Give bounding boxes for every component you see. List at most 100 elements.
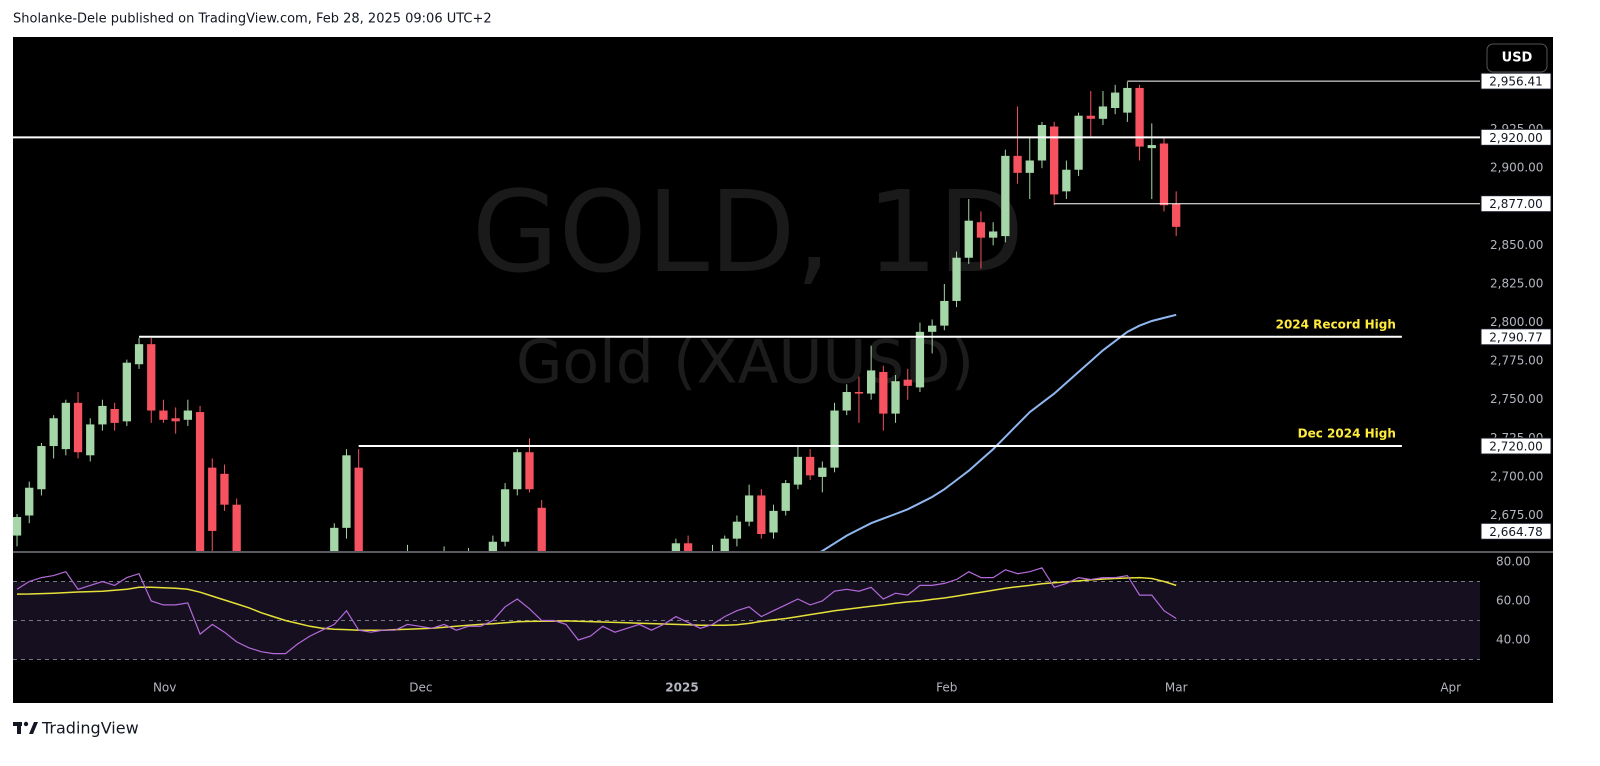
level-price-box [1480,522,1552,540]
level-price-label: 2,956.41 [1489,75,1542,89]
candle-body [1098,106,1108,119]
candle-body [537,507,546,551]
candle-body [903,379,912,386]
candle-body [525,452,534,490]
candle-body [989,231,998,238]
candle-body [147,344,156,411]
x-tick-label: Nov [153,681,176,695]
candle-body [879,371,888,414]
candle-body [1074,115,1083,170]
level-price-box [1480,328,1552,346]
y-tick-label: 2,750.00 [1490,392,1543,406]
candle-body [98,405,107,425]
candle-body [110,408,119,423]
rsi-tick-label: 40.00 [1496,632,1530,646]
rsi-line [16,567,1177,655]
logo [13,721,38,734]
candle-body [159,410,168,420]
watermark-title: GOLD, 1D [472,168,1024,298]
candle-body [122,362,131,422]
watermark-subtitle: Gold (XAUUSD) [516,328,974,398]
level-price-label: 2,720.00 [1489,440,1542,454]
rsi-ma-line [16,576,1177,631]
logo-part [17,722,21,734]
candle-body [183,410,192,420]
candle-body [842,392,851,411]
candle-body [940,300,949,326]
level-price-label: 2,920.00 [1489,131,1542,145]
candle-body [171,418,180,422]
candle-body [195,412,205,551]
candle-body [818,467,827,477]
currency-button[interactable] [1486,43,1548,73]
candle-body [769,510,778,533]
y-tick-label: 2,775.00 [1490,354,1543,368]
candle-body [220,473,229,505]
candle-body [720,538,729,551]
publish-info: Sholanke-Dele published on TradingView.c… [13,12,492,27]
candle-body [208,467,217,531]
y-tick-label: 2,850.00 [1490,238,1543,252]
candle-body [671,543,681,551]
candle-body [1147,145,1156,149]
candle-body [500,489,510,542]
level-price-label: 2,877.00 [1489,197,1542,211]
candle-body [354,467,363,551]
y-tick-label: 2,800.00 [1490,315,1543,329]
candle-body [73,402,83,453]
candle-body [757,495,766,535]
candle-body [1111,92,1120,109]
candle-body [330,527,339,551]
candle-body [805,456,815,476]
candle-body [952,257,961,301]
rsi-tick-label: 60.00 [1496,593,1530,607]
x-tick-label: Feb [936,681,957,695]
candle-body [1086,115,1095,119]
y-tick-label: 2,700.00 [1490,469,1543,483]
candle-body [915,331,925,388]
rsi-pane [13,567,1480,660]
y-tick-label: 2,900.00 [1490,161,1543,175]
candle-body [86,424,95,456]
level-price-box [1480,128,1552,146]
candle-body [793,456,803,485]
y-tick-label: 2,675.00 [1490,508,1543,522]
x-tick-label: 2025 [665,681,698,695]
candle-body [342,455,351,528]
candle-body [854,392,864,394]
level-price-box [1480,195,1552,213]
candle-body [25,487,34,516]
candle-body [232,504,241,551]
y-tick-label: 2,825.00 [1490,276,1543,290]
rsi-tick-label: 80.00 [1496,554,1530,568]
candle-body [1172,203,1181,227]
level-price-box [1480,72,1552,90]
candle-body [732,521,742,539]
price-pane [13,81,1181,551]
candle-body [891,381,900,414]
logo-part [29,722,38,734]
candle-body [37,446,46,490]
candle-body [488,541,498,551]
candle-body [1135,87,1144,147]
candle-body [61,402,70,450]
currency-label: USD [1502,51,1533,66]
candle-body [1159,143,1169,206]
level-price-label: 2,790.77 [1489,330,1542,344]
level-price-label: 2,664.78 [1489,525,1542,539]
moving-average [820,313,1177,551]
logo-part [23,721,29,727]
candle-body [1013,155,1022,173]
candle-body [683,543,693,551]
candle-body [927,325,937,332]
candle-body [49,418,58,447]
candle-body [1050,126,1059,195]
x-tick-label: Apr [1440,681,1461,695]
candle-body [866,370,876,394]
candle-body [1001,155,1010,237]
candle-body [964,220,973,258]
brand: TradingView [41,719,139,738]
candle-body [1123,87,1132,113]
